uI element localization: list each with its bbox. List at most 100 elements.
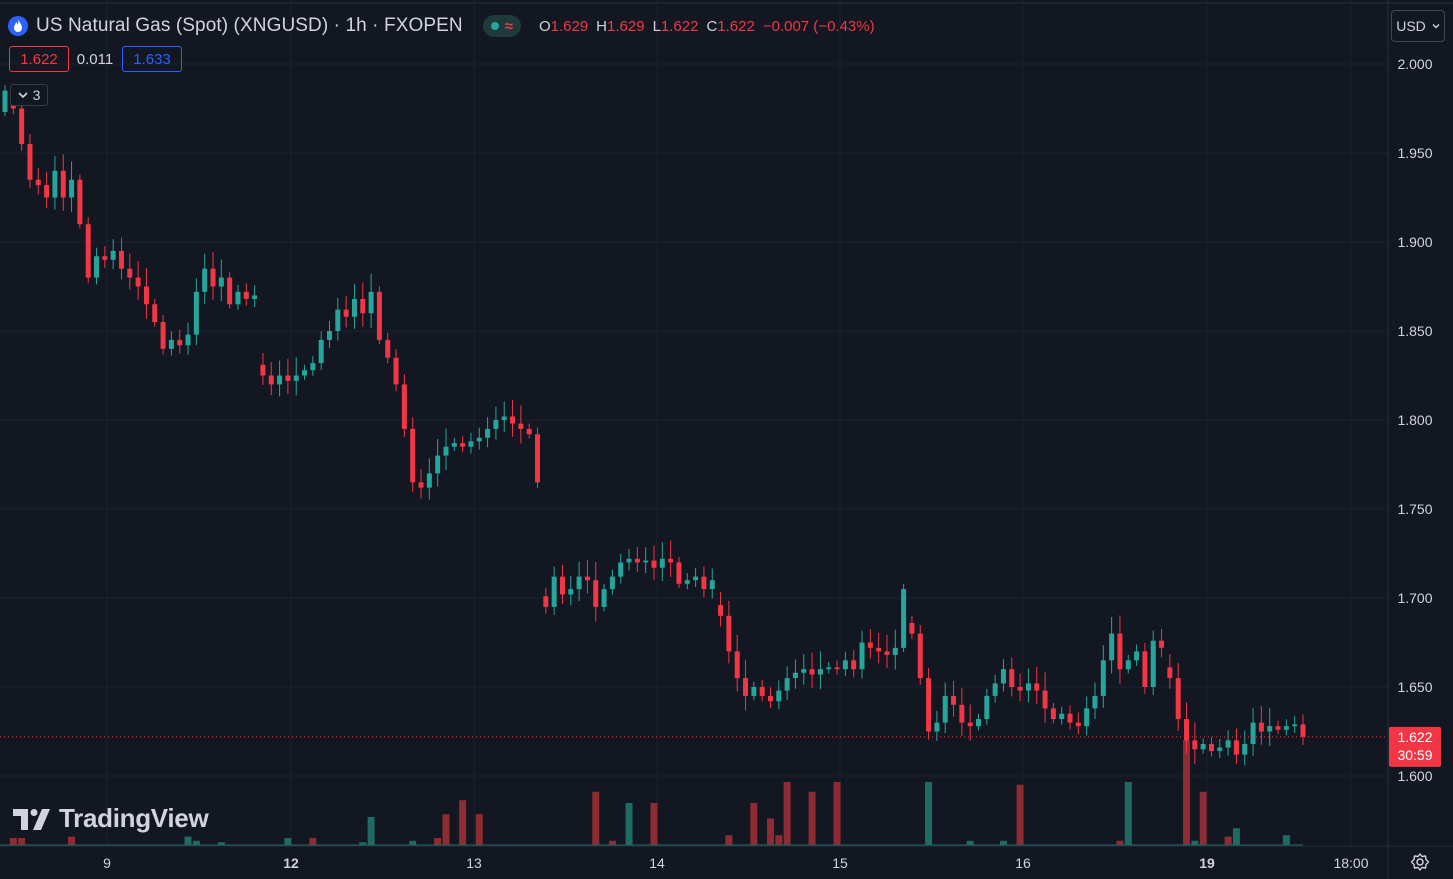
candle-body [718,605,724,616]
volume-bar [608,840,616,845]
candle-body [1175,678,1181,720]
candle-body [94,256,100,278]
candle-body [1159,640,1165,648]
candle [127,253,133,290]
candle-body [1117,633,1123,670]
time-axis[interactable]: 9 12 13 14 15 16 19 18:00 [103,855,1369,871]
price-tick-label: 1.700 [1397,590,1432,606]
candle-body [1292,724,1298,727]
candle [543,587,549,614]
candle-body [659,558,665,568]
ohlc-high: H1.629 [596,18,644,35]
candle [1025,668,1031,703]
candle [318,331,324,370]
candle [909,615,915,640]
candle [1050,703,1056,724]
grid [0,0,1388,846]
volume-bar [367,817,375,845]
candle [27,133,33,188]
candle [85,217,91,284]
sell-button[interactable]: 1.622 [9,46,69,72]
candle [942,682,948,734]
price-tick-label: 1.950 [1397,145,1432,161]
candle-body [1084,708,1090,727]
volume-bar [68,836,76,845]
candle-body [859,642,865,670]
candle-body [393,357,399,385]
candle [218,259,224,302]
candle-body [892,647,898,655]
volume-bar [1282,835,1290,845]
candle-body [1042,690,1048,709]
price-axis[interactable]: 2.000 1.950 1.900 1.850 1.800 1.750 1.700 1.650… [1397,56,1432,784]
candle [976,713,981,731]
candle-body [443,446,449,456]
candle-body [1150,640,1156,687]
ohlc-low: L1.622 [653,18,699,35]
price-tick-label: 1.900 [1397,234,1432,250]
market-status[interactable]: ≈ [482,15,521,37]
candle [718,591,724,627]
candle-body [967,722,973,727]
volume-bar [192,840,200,845]
candle-body [227,277,233,305]
candle [118,237,124,280]
volume-bar [808,791,816,845]
candle-body [202,268,208,292]
candle-body [1192,740,1198,750]
buy-button[interactable]: 1.633 [122,46,182,72]
candle-body [917,633,923,679]
candle [310,356,316,376]
candle-body [493,420,499,429]
flame-icon [8,16,28,36]
candle-body [559,576,565,595]
candle [243,283,249,306]
volume-bar [434,838,442,845]
candle [393,349,399,392]
candle-body [343,309,349,317]
volume-bar [650,803,658,845]
candle [1034,666,1040,704]
candle-body [351,298,357,317]
volume-bar [1199,791,1207,845]
symbol-title[interactable]: US Natural Gas (Spot) (XNGUSD) · 1h · FX… [36,15,463,36]
candle-body [185,334,191,346]
candle [285,358,291,395]
candle [69,161,75,213]
candle-body [1092,695,1098,709]
candle [842,651,848,677]
candle [568,575,574,606]
candle [826,662,832,674]
tradingview-logo[interactable]: TradingView [13,803,209,834]
candle-body [243,291,249,299]
delayed-data-icon: ≈ [504,17,513,35]
volume-bar [18,838,26,845]
candle-body [601,589,607,607]
candle [376,286,382,345]
candle [360,282,366,327]
candle-body [909,622,915,634]
candle-body [485,428,491,438]
close-value: 1.622 [717,17,755,35]
candle-body [1017,687,1023,691]
candle [343,296,349,328]
settings-button[interactable] [1409,851,1431,873]
volume-bar [184,836,192,845]
candle-body [1258,722,1264,732]
candle-body [526,428,532,435]
candle [327,320,332,349]
volume-bar [750,803,758,845]
candle [293,357,299,396]
candle-body [260,364,266,376]
price-tick-label: 1.750 [1397,501,1432,517]
currency-selector[interactable]: USD [1391,10,1445,42]
candle-body [734,651,740,679]
candle [792,659,798,689]
candle [934,710,940,741]
candle [892,629,898,670]
indicators-toggle[interactable]: 3 [10,84,48,106]
candle [859,630,865,679]
candle [851,650,857,678]
candle [584,560,590,594]
